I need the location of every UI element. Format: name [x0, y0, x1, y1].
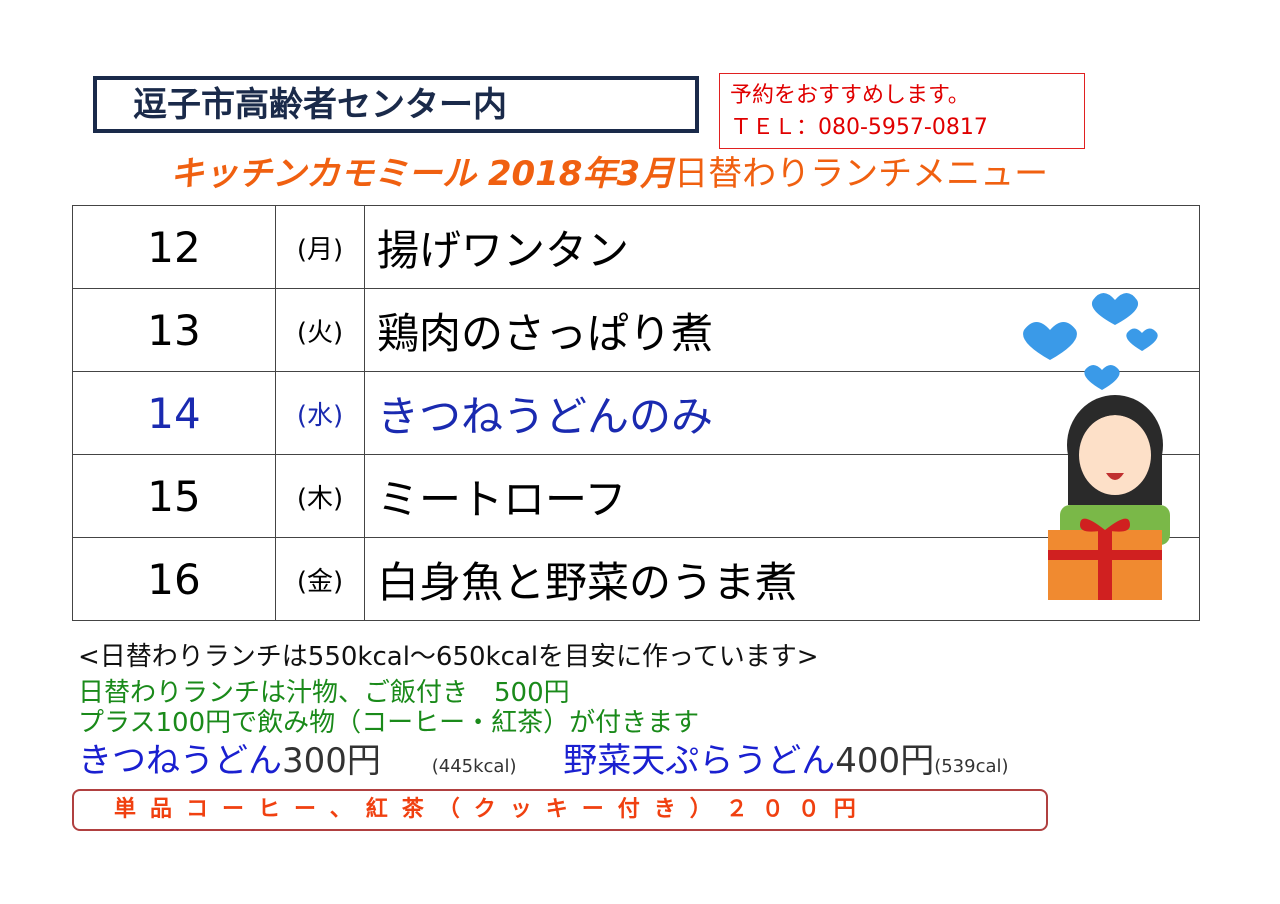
title-brand: キッチンカモミール 2018年3月 [170, 154, 675, 194]
weekday: (金) [275, 537, 365, 621]
udon2-name: 野菜天ぷらうどん [563, 741, 836, 781]
day: 16 [72, 537, 276, 621]
woman-with-gift-illustration [1023, 293, 1170, 600]
weekday: (木) [275, 454, 365, 538]
location-box: 逗子市高齢者センター内 [93, 76, 699, 133]
table-row: 15 (木) ミートローフ [72, 454, 1200, 538]
page-title: キッチンカモミール 2018年3月日替わりランチメニュー [170, 152, 1048, 196]
drink-note: プラス100円で飲み物（コーヒー・紅茶）が付きます [78, 708, 700, 738]
menu-table: 12 (月) 揚げワンタン 13 (火) 鶏肉のさっぱり煮 14 (水) きつねうどんのみ … [72, 205, 1200, 621]
udon1-name: きつねうどん [78, 741, 282, 781]
udon2-cal: (539cal) [934, 756, 1009, 777]
title-rest: 日替わりランチメニュー [674, 154, 1049, 194]
heart-icon [1023, 293, 1158, 390]
reservation-box: 予約をおすすめします。 ＴＥＬ：080-5957-0817 [719, 73, 1085, 149]
day: 15 [72, 454, 276, 538]
weekday: (水) [275, 371, 365, 455]
udon1-price: 300円 [282, 741, 381, 781]
table-row: 12 (月) 揚げワンタン [72, 205, 1200, 289]
dish: 鶏肉のさっぱり煮 [364, 288, 1200, 372]
calorie-note: <日替わりランチは550kcal～650kcalを目安に作っています> [78, 642, 819, 672]
udon2-price: 400円 [835, 741, 935, 781]
reservation-text: 予約をおすすめします。 [730, 83, 970, 108]
day: 12 [72, 205, 276, 289]
weekday: (月) [275, 205, 365, 289]
dish: きつねうどんのみ [364, 371, 1200, 455]
table-row: 14 (水) きつねうどんのみ [72, 371, 1200, 455]
lunch-price: 日替わりランチは汁物、ご飯付き 500円 [78, 678, 570, 708]
single-drink-box: 単品コーヒー、紅茶（クッキー付き）２００円 [72, 789, 1048, 831]
udon1-cal: (445kcal) [431, 756, 517, 777]
tel-number: ＴＥＬ：080-5957-0817 [730, 115, 988, 140]
udon-prices: きつねうどん300円 (445kcal) 野菜天ぷらうどん400円(539cal… [78, 733, 1009, 782]
day: 14 [72, 371, 276, 455]
dish: 揚げワンタン [364, 205, 1200, 289]
weekday: (火) [275, 288, 365, 372]
day: 13 [72, 288, 276, 372]
